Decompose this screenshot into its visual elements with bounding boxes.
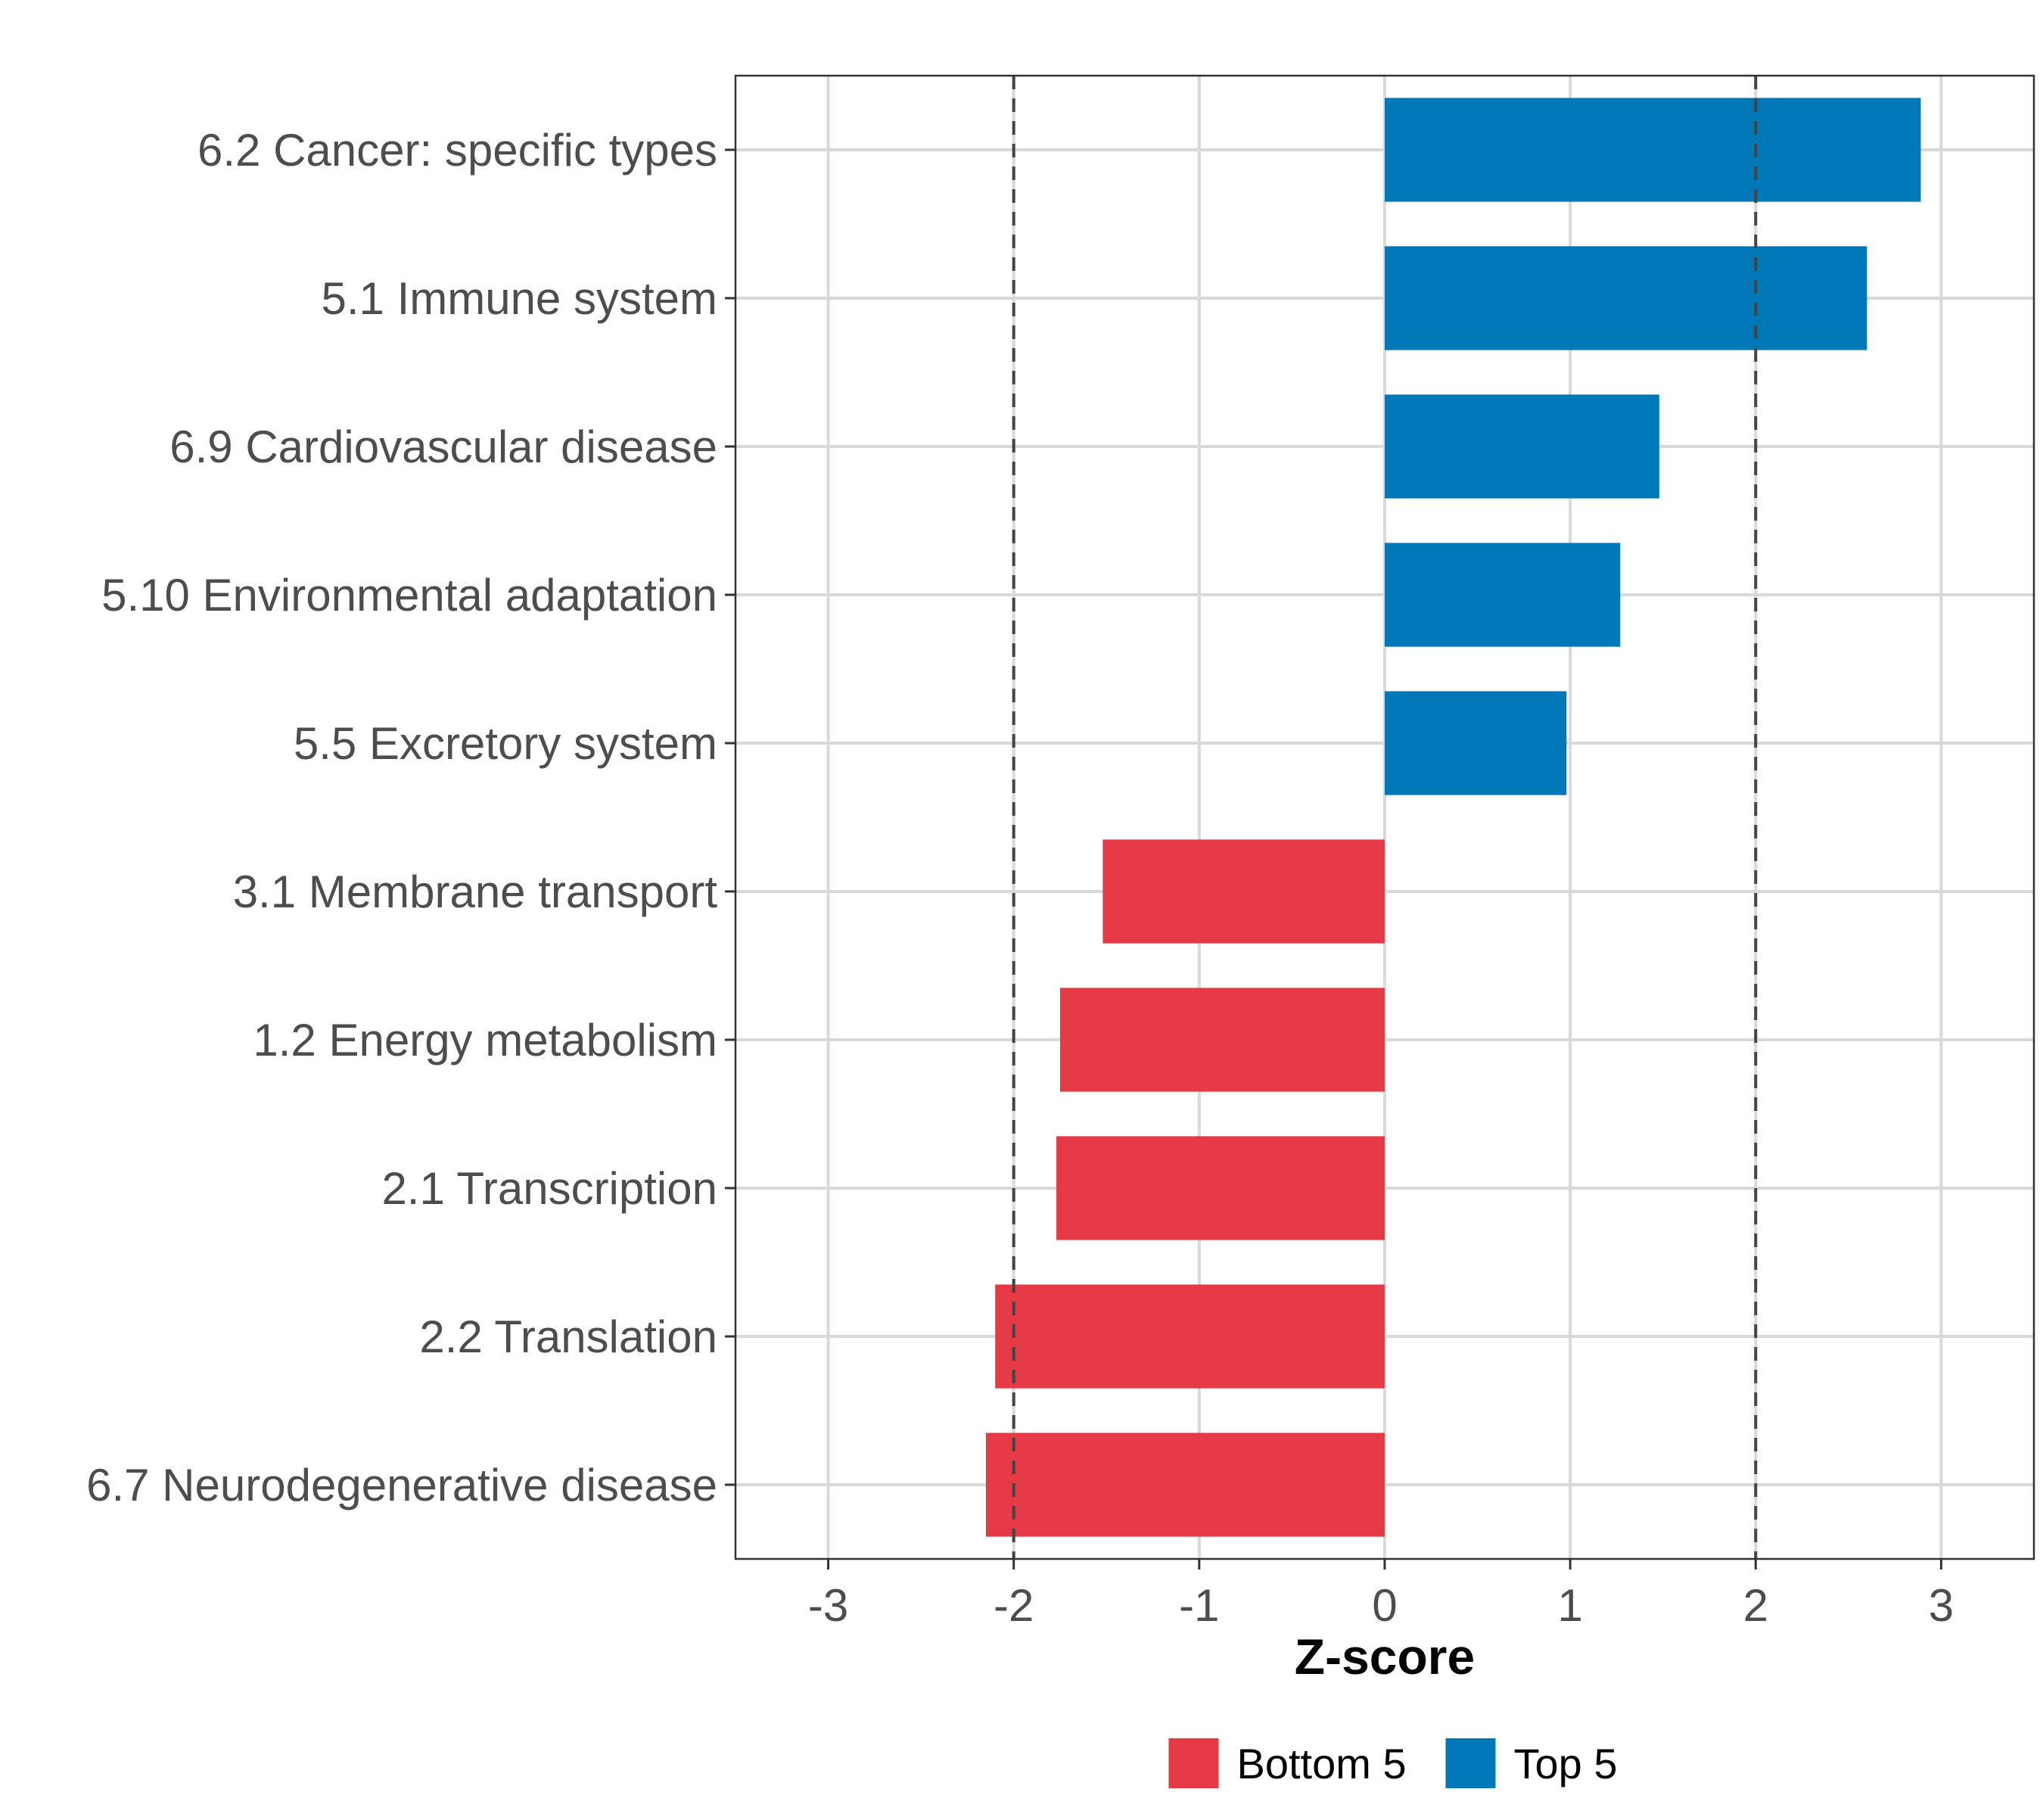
legend-key-top-5 (1445, 1738, 1496, 1788)
bar-1-2-energy-metabolism (1060, 988, 1385, 1092)
y-tick-label-1-2-energy-metabolism: 1.2 Energy metabolism (253, 1015, 717, 1066)
bar-6-2-cancer-specific-types (1385, 98, 1921, 202)
y-tick-label-5-10-environmental-adaptation: 5.10 Environmental adaptation (101, 570, 717, 621)
y-tick-label-6-9-cardiovascular-disease: 6.9 Cardiovascular disease (169, 422, 717, 472)
bar-2-1-transcription (1056, 1136, 1385, 1240)
x-tick-label-3: -3 (808, 1580, 848, 1631)
x-axis: -3 -2 -1 0 1 2 3 (808, 1559, 1954, 1631)
x-tick-label-3: 3 (1929, 1580, 1954, 1631)
bar-6-7-neurodegenerative-disease (985, 1433, 1385, 1537)
x-tick-label-2: -2 (994, 1580, 1034, 1631)
reference-lines (1012, 76, 1758, 1559)
x-tick-label-0: 0 (1372, 1580, 1397, 1631)
legend: Bottom 5 Top 5 (1168, 1738, 1618, 1788)
legend-label-top-5: Top 5 (1514, 1740, 1618, 1787)
bar-layer (985, 98, 1921, 1537)
legend-label-bottom-5: Bottom 5 (1237, 1740, 1407, 1787)
y-tick-label-6-2-cancer-specific-types: 6.2 Cancer: specific types (197, 125, 717, 176)
x-axis-title: Z-score (1295, 1629, 1475, 1685)
y-tick-label-6-7-neurodegenerative-disease: 6.7 Neurodegenerative disease (86, 1460, 717, 1510)
bar-6-9-cardiovascular-disease (1385, 394, 1659, 499)
bar-5-1-immune-system (1385, 246, 1867, 350)
x-tick-label-1: 1 (1557, 1580, 1582, 1631)
y-tick-label-5-1-immune-system: 5.1 Immune system (321, 273, 717, 324)
bar-2-2-translation (995, 1284, 1385, 1389)
y-tick-label-2-1-transcription: 2.1 Transcription (381, 1163, 717, 1214)
y-tick-label-3-1-membrane-transport: 3.1 Membrane transport (233, 866, 718, 917)
x-tick-label-1: -1 (1179, 1580, 1219, 1631)
legend-key-bottom-5 (1168, 1738, 1219, 1788)
bar-3-1-membrane-transport (1102, 839, 1385, 944)
y-tick-label-2-2-translation: 2.2 Translation (419, 1311, 717, 1362)
x-tick-label-2: 2 (1743, 1580, 1768, 1631)
bar-5-5-excretory-system (1385, 691, 1567, 795)
y-tick-label-5-5-excretory-system: 5.5 Excretory system (294, 718, 717, 769)
y-axis: 6.2 Cancer: specific types 5.1 Immune sys… (86, 125, 735, 1510)
bar-5-10-environmental-adaptation (1385, 543, 1621, 647)
